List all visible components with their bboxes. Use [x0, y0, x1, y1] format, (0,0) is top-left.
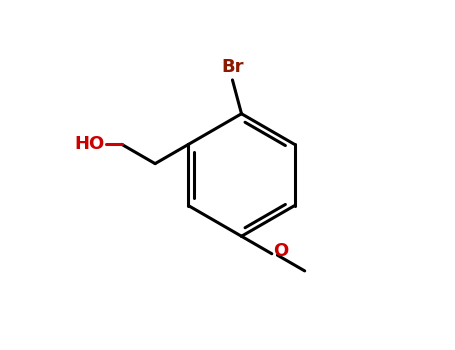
- Text: Br: Br: [221, 58, 244, 76]
- Text: O: O: [273, 242, 288, 260]
- Text: HO: HO: [74, 135, 104, 153]
